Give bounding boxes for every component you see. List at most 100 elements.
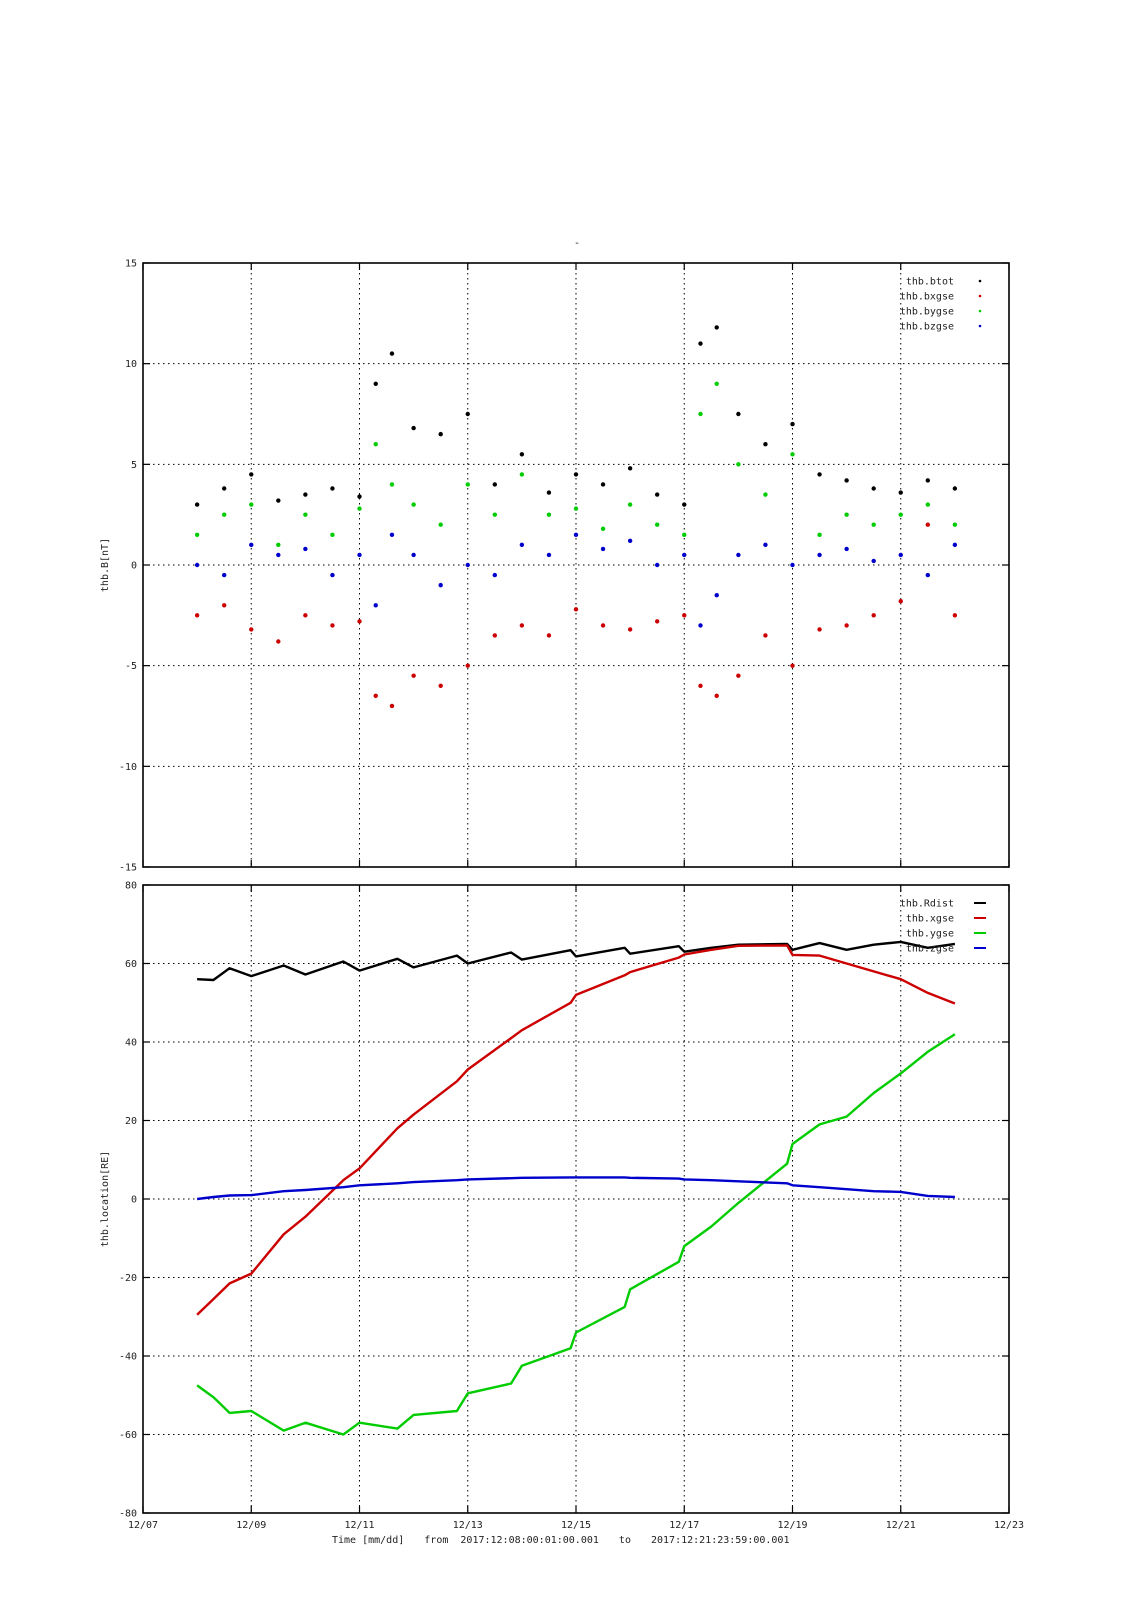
b-field-grid bbox=[142, 263, 1010, 867]
data-point bbox=[898, 599, 903, 604]
data-point bbox=[221, 603, 227, 608]
data-point bbox=[925, 522, 931, 527]
data-point bbox=[546, 552, 552, 558]
data-point bbox=[357, 494, 362, 499]
data-point bbox=[411, 673, 416, 678]
data-point bbox=[682, 613, 687, 618]
legend-label: thb.Rdist bbox=[900, 899, 954, 910]
location-y-axis-label: thb.location[RE] bbox=[100, 1151, 111, 1247]
data-point bbox=[736, 411, 741, 417]
data-point bbox=[871, 558, 876, 564]
time-axis-label: Time [mm/dd] bbox=[332, 1535, 404, 1546]
data-point bbox=[790, 421, 795, 427]
data-point bbox=[438, 431, 443, 437]
data-point bbox=[763, 542, 768, 548]
data-point bbox=[600, 526, 606, 531]
y-tick-label: -15 bbox=[119, 863, 137, 874]
data-point bbox=[389, 703, 395, 709]
data-point bbox=[221, 512, 227, 517]
data-point bbox=[600, 546, 606, 552]
data-point bbox=[573, 607, 579, 612]
y-tick-label: 80 bbox=[125, 881, 137, 892]
data-point bbox=[357, 552, 362, 558]
data-point bbox=[763, 633, 768, 638]
series-thb.btot bbox=[194, 325, 958, 507]
data-point bbox=[573, 506, 579, 511]
legend-label: thb.ygse bbox=[906, 929, 954, 940]
data-point bbox=[519, 542, 525, 548]
end-time: 2017:12:21:23:59:00.001 bbox=[651, 1535, 789, 1546]
legend-label: thb.zgse bbox=[906, 944, 954, 955]
data-point bbox=[844, 478, 849, 483]
data-point bbox=[519, 472, 525, 477]
data-point bbox=[871, 522, 876, 527]
data-point bbox=[546, 512, 552, 517]
to-label: to bbox=[619, 1535, 631, 1546]
y-tick-label: 15 bbox=[125, 259, 137, 270]
data-point bbox=[194, 562, 200, 568]
x-tick-label: 12/11 bbox=[344, 1520, 374, 1531]
b-field-legend: thb.btot thb.bxgse thb.bygse thb.bzgse bbox=[900, 277, 982, 333]
y-tick-label: -40 bbox=[119, 1352, 137, 1363]
data-point bbox=[519, 452, 525, 457]
b-field-points bbox=[194, 325, 958, 709]
location-lines bbox=[196, 940, 956, 1436]
x-tick-label: 12/09 bbox=[236, 1520, 266, 1531]
data-point bbox=[871, 486, 876, 491]
data-point bbox=[925, 478, 931, 483]
y-tick-label: -20 bbox=[119, 1273, 137, 1284]
x-tick-label: 12/23 bbox=[994, 1520, 1024, 1531]
from-label: from bbox=[424, 1535, 448, 1546]
data-point bbox=[276, 552, 281, 558]
location-y-ticks: 80 60 40 20 0 -20 -40 -60 -80 bbox=[119, 881, 1009, 1520]
data-point bbox=[682, 502, 687, 507]
data-point bbox=[276, 639, 281, 644]
data-point bbox=[194, 532, 200, 537]
data-point bbox=[438, 683, 443, 688]
x-tick-label: 12/13 bbox=[453, 1520, 483, 1531]
data-point bbox=[492, 633, 498, 638]
data-point bbox=[249, 472, 254, 477]
data-point bbox=[373, 693, 378, 699]
data-point bbox=[492, 572, 498, 578]
data-point bbox=[952, 613, 958, 618]
data-point bbox=[925, 572, 931, 578]
data-point bbox=[330, 572, 335, 578]
data-point bbox=[952, 522, 958, 527]
data-point bbox=[790, 452, 795, 457]
b-field-y-ticks: 15 10 5 0 -5 -10 -15 bbox=[119, 259, 1009, 874]
y-tick-label: -60 bbox=[119, 1430, 137, 1441]
legend-marker bbox=[978, 294, 982, 298]
b-field-panel: 15 10 5 0 -5 -10 -15 thb.B[nT] thb.btot thb.bxg… bbox=[100, 259, 1010, 874]
y-tick-label: 0 bbox=[131, 1195, 137, 1206]
data-point bbox=[492, 482, 498, 487]
data-point bbox=[654, 522, 660, 527]
data-point bbox=[844, 546, 849, 552]
data-point bbox=[600, 623, 606, 628]
x-tick-label: 12/17 bbox=[669, 1520, 699, 1531]
data-point bbox=[736, 552, 741, 558]
data-point bbox=[698, 411, 703, 417]
data-point bbox=[303, 613, 308, 618]
data-point bbox=[714, 325, 719, 330]
data-point bbox=[465, 663, 470, 668]
data-point bbox=[682, 532, 687, 537]
data-point bbox=[303, 512, 308, 517]
y-tick-label: 5 bbox=[131, 460, 137, 471]
data-point bbox=[389, 532, 395, 537]
data-point bbox=[389, 482, 395, 487]
x-axis-ticks: 12/07 12/09 12/11 12/13 12/15 12/17 12/19 12/21… bbox=[128, 1520, 1024, 1531]
legend-label: thb.btot bbox=[906, 277, 954, 288]
legend-label: thb.bzgse bbox=[900, 322, 954, 333]
data-point bbox=[573, 532, 579, 537]
location-grid bbox=[142, 885, 1010, 1513]
location-panel: 80 60 40 20 0 -20 -40 -60 -80 thb.location[RE] t… bbox=[100, 881, 1010, 1520]
b-field-y-axis-label: thb.B[nT] bbox=[100, 538, 111, 592]
y-tick-label: -80 bbox=[119, 1509, 137, 1520]
x-tick-label: 12/21 bbox=[886, 1520, 916, 1531]
data-point bbox=[817, 627, 822, 632]
data-point bbox=[817, 552, 822, 558]
data-point bbox=[736, 673, 741, 678]
data-point bbox=[654, 562, 660, 568]
